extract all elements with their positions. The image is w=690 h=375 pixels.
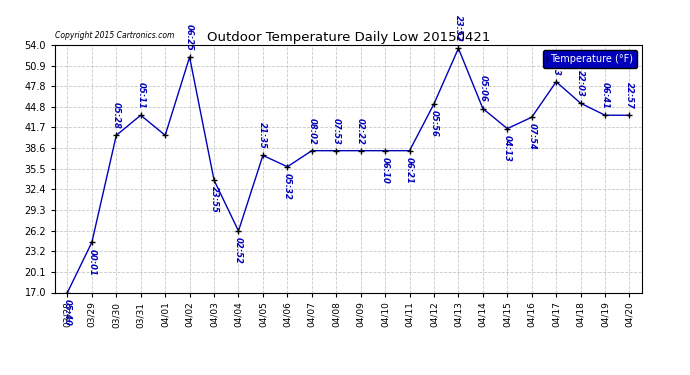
- Text: 08:02: 08:02: [307, 118, 316, 144]
- Text: 05:06: 05:06: [478, 75, 487, 102]
- Text: 06:25: 06:25: [185, 24, 194, 51]
- Text: 01:13: 01:13: [552, 49, 561, 76]
- Text: 04:13: 04:13: [503, 135, 512, 162]
- Text: 21:35: 21:35: [259, 122, 268, 149]
- Text: 06:10: 06:10: [381, 157, 390, 184]
- Text: 07:54: 07:54: [527, 123, 536, 150]
- Text: 22:57: 22:57: [625, 82, 634, 109]
- Legend: Temperature (°F): Temperature (°F): [543, 50, 637, 68]
- Text: 05:11: 05:11: [136, 82, 145, 109]
- Text: 02:22: 02:22: [356, 118, 365, 144]
- Text: 06:21: 06:21: [405, 157, 414, 184]
- Text: 23:52: 23:52: [454, 15, 463, 42]
- Text: 23:55: 23:55: [210, 186, 219, 213]
- Text: 07:53: 07:53: [332, 118, 341, 144]
- Text: 05:28: 05:28: [112, 102, 121, 129]
- Text: 02:52: 02:52: [234, 237, 243, 264]
- Text: 05:40: 05:40: [63, 299, 72, 326]
- Text: 00:01: 00:01: [88, 249, 97, 275]
- Title: Outdoor Temperature Daily Low 20150421: Outdoor Temperature Daily Low 20150421: [207, 31, 490, 44]
- Text: Copyright 2015 Cartronics.com: Copyright 2015 Cartronics.com: [55, 31, 175, 40]
- Text: 05:56: 05:56: [429, 110, 438, 137]
- Text: 22:03: 22:03: [576, 70, 585, 97]
- Text: 05:32: 05:32: [283, 173, 292, 200]
- Text: 06:41: 06:41: [600, 82, 609, 109]
